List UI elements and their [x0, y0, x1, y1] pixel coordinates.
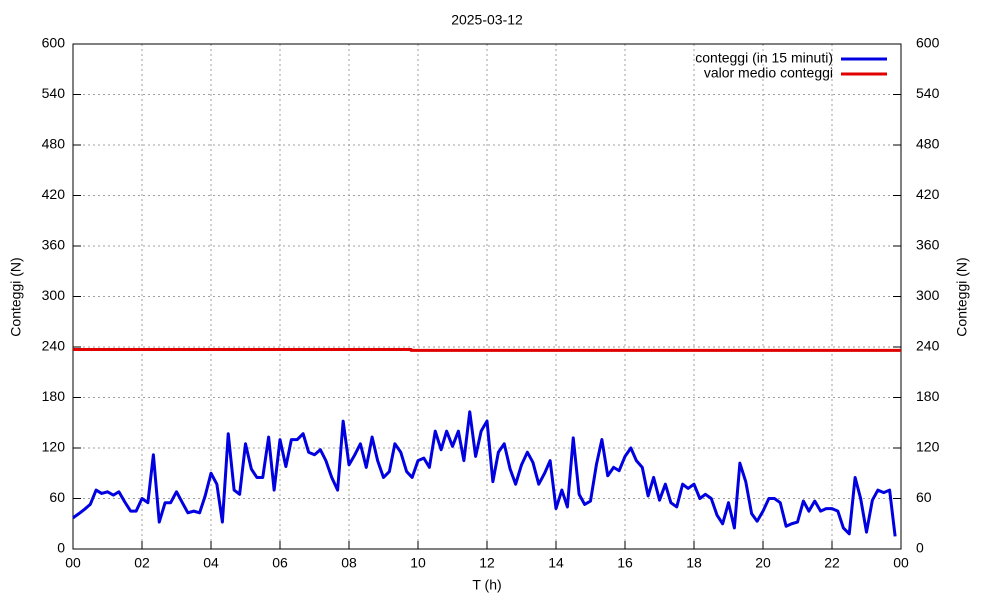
- x-tick-label: 08: [341, 555, 357, 571]
- y2-tick-label: 120: [916, 439, 940, 455]
- y-tick-label: 600: [42, 35, 66, 51]
- x-tick-label: 20: [755, 555, 771, 571]
- y2-tick-label: 60: [916, 489, 932, 505]
- x-tick-label: 02: [134, 555, 150, 571]
- y2-tick-label: 0: [916, 540, 924, 556]
- y-tick-label: 180: [42, 388, 66, 404]
- y2-tick-label: 240: [916, 338, 940, 354]
- data-line: [72, 410, 897, 537]
- chart-title: 2025-03-12: [451, 12, 523, 28]
- y-axis-label: Conteggi (N): [8, 257, 24, 336]
- legend-label: conteggi (in 15 minuti): [695, 50, 833, 66]
- y-tick-label: 420: [42, 186, 66, 202]
- y-tick-label: 360: [42, 237, 66, 253]
- plot-frame: [72, 43, 902, 550]
- y2-tick-label: 180: [916, 388, 940, 404]
- y-tick-label: 120: [42, 439, 66, 455]
- x-tick-label: 18: [686, 555, 702, 571]
- x-tick-label: 22: [824, 555, 840, 571]
- y2-tick-label: 420: [916, 186, 940, 202]
- y-tick-label: 300: [42, 287, 66, 303]
- y2-tick-label: 600: [916, 35, 940, 51]
- x-tick-label: 04: [203, 555, 219, 571]
- x-tick-label: 14: [548, 555, 564, 571]
- x-axis-label: T (h): [472, 577, 501, 593]
- x-tick-label: 00: [65, 555, 81, 571]
- x-tick-label: 10: [410, 555, 426, 571]
- x-tick-label: 00: [893, 555, 909, 571]
- x-tick-label: 06: [272, 555, 288, 571]
- y2-tick-label: 360: [916, 237, 940, 253]
- y2-tick-label: 300: [916, 287, 940, 303]
- y-tick-label: 0: [57, 540, 65, 556]
- y2-tick-label: 480: [916, 136, 940, 152]
- data-line: [73, 348, 901, 352]
- legend-label: valor medio conteggi: [704, 65, 833, 81]
- x-tick-label: 16: [617, 555, 633, 571]
- y-tick-label: 60: [49, 489, 65, 505]
- y-tick-label: 480: [42, 136, 66, 152]
- y2-axis-label: Conteggi (N): [954, 257, 970, 336]
- y-tick-label: 240: [42, 338, 66, 354]
- x-tick-label: 12: [479, 555, 495, 571]
- y2-tick-label: 540: [916, 85, 940, 101]
- y-tick-label: 540: [42, 85, 66, 101]
